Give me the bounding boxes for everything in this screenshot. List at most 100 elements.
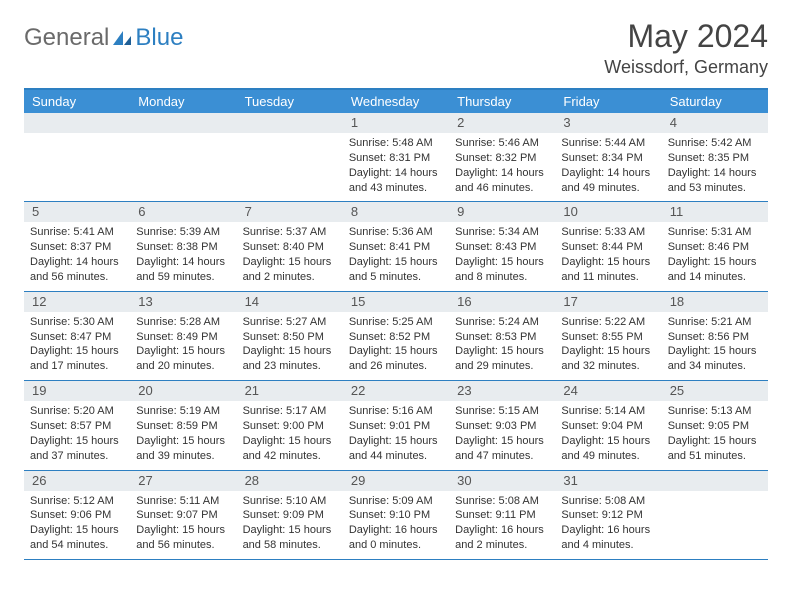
day-details: Sunrise: 5:20 AMSunset: 8:57 PMDaylight:…	[24, 401, 130, 469]
daylight-text: Daylight: 15 hours and 39 minutes.	[136, 434, 230, 464]
day-number: 10	[555, 202, 661, 222]
day-number: 26	[24, 471, 130, 491]
day-number: 18	[662, 292, 768, 312]
daylight-text: Daylight: 15 hours and 2 minutes.	[243, 255, 337, 285]
day-number	[662, 471, 768, 491]
logo-text-general: General	[24, 24, 109, 52]
col-thursday: Thursday	[449, 90, 555, 113]
daylight-text: Daylight: 15 hours and 26 minutes.	[349, 344, 443, 374]
col-saturday: Saturday	[662, 90, 768, 113]
day-details: Sunrise: 5:10 AMSunset: 9:09 PMDaylight:…	[237, 491, 343, 559]
col-sunday: Sunday	[24, 90, 130, 113]
day-details: Sunrise: 5:37 AMSunset: 8:40 PMDaylight:…	[237, 222, 343, 290]
day-details	[130, 133, 236, 142]
daylight-text: Daylight: 15 hours and 11 minutes.	[561, 255, 655, 285]
day-number: 30	[449, 471, 555, 491]
calendar-page: General Blue May 2024 Weissdorf, Germany…	[0, 0, 792, 578]
day-details	[237, 133, 343, 142]
day-details: Sunrise: 5:33 AMSunset: 8:44 PMDaylight:…	[555, 222, 661, 290]
sunrise-text: Sunrise: 5:16 AM	[349, 404, 443, 419]
day-number: 23	[449, 381, 555, 401]
day-details: Sunrise: 5:42 AMSunset: 8:35 PMDaylight:…	[662, 133, 768, 201]
sunrise-text: Sunrise: 5:15 AM	[455, 404, 549, 419]
day-details: Sunrise: 5:28 AMSunset: 8:49 PMDaylight:…	[130, 312, 236, 380]
daylight-text: Daylight: 16 hours and 4 minutes.	[561, 523, 655, 553]
sunset-text: Sunset: 9:03 PM	[455, 419, 549, 434]
sunrise-text: Sunrise: 5:09 AM	[349, 494, 443, 509]
sunrise-text: Sunrise: 5:17 AM	[243, 404, 337, 419]
day-details: Sunrise: 5:27 AMSunset: 8:50 PMDaylight:…	[237, 312, 343, 380]
sunset-text: Sunset: 8:47 PM	[30, 330, 124, 345]
calendar-body: 1Sunrise: 5:48 AMSunset: 8:31 PMDaylight…	[24, 113, 768, 560]
sunrise-text: Sunrise: 5:41 AM	[30, 225, 124, 240]
day-details: Sunrise: 5:48 AMSunset: 8:31 PMDaylight:…	[343, 133, 449, 201]
logo-text-blue: Blue	[135, 24, 183, 52]
sunrise-text: Sunrise: 5:13 AM	[668, 404, 762, 419]
sunset-text: Sunset: 8:49 PM	[136, 330, 230, 345]
sunrise-text: Sunrise: 5:22 AM	[561, 315, 655, 330]
title-location: Weissdorf, Germany	[604, 57, 768, 78]
daylight-text: Daylight: 14 hours and 56 minutes.	[30, 255, 124, 285]
sunset-text: Sunset: 9:01 PM	[349, 419, 443, 434]
daylight-text: Daylight: 15 hours and 44 minutes.	[349, 434, 443, 464]
day-number: 28	[237, 471, 343, 491]
calendar-cell: 10Sunrise: 5:33 AMSunset: 8:44 PMDayligh…	[555, 202, 661, 290]
calendar-cell	[237, 113, 343, 201]
daylight-text: Daylight: 15 hours and 54 minutes.	[30, 523, 124, 553]
sunset-text: Sunset: 9:06 PM	[30, 508, 124, 523]
daylight-text: Daylight: 16 hours and 0 minutes.	[349, 523, 443, 553]
sunset-text: Sunset: 9:07 PM	[136, 508, 230, 523]
calendar-cell	[24, 113, 130, 201]
sunset-text: Sunset: 8:35 PM	[668, 151, 762, 166]
calendar-cell: 7Sunrise: 5:37 AMSunset: 8:40 PMDaylight…	[237, 202, 343, 290]
day-number: 12	[24, 292, 130, 312]
sunrise-text: Sunrise: 5:19 AM	[136, 404, 230, 419]
day-number: 9	[449, 202, 555, 222]
day-number: 11	[662, 202, 768, 222]
day-details: Sunrise: 5:34 AMSunset: 8:43 PMDaylight:…	[449, 222, 555, 290]
day-details: Sunrise: 5:08 AMSunset: 9:11 PMDaylight:…	[449, 491, 555, 559]
day-number: 1	[343, 113, 449, 133]
sunrise-text: Sunrise: 5:27 AM	[243, 315, 337, 330]
calendar-cell: 21Sunrise: 5:17 AMSunset: 9:00 PMDayligh…	[237, 381, 343, 469]
sunset-text: Sunset: 8:53 PM	[455, 330, 549, 345]
sunset-text: Sunset: 8:31 PM	[349, 151, 443, 166]
day-details: Sunrise: 5:24 AMSunset: 8:53 PMDaylight:…	[449, 312, 555, 380]
sunrise-text: Sunrise: 5:39 AM	[136, 225, 230, 240]
daylight-text: Daylight: 15 hours and 56 minutes.	[136, 523, 230, 553]
calendar-cell: 29Sunrise: 5:09 AMSunset: 9:10 PMDayligh…	[343, 471, 449, 559]
day-number: 8	[343, 202, 449, 222]
calendar-row: 26Sunrise: 5:12 AMSunset: 9:06 PMDayligh…	[24, 471, 768, 560]
calendar-cell	[130, 113, 236, 201]
daylight-text: Daylight: 15 hours and 34 minutes.	[668, 344, 762, 374]
sunrise-text: Sunrise: 5:30 AM	[30, 315, 124, 330]
sunset-text: Sunset: 9:11 PM	[455, 508, 549, 523]
sunrise-text: Sunrise: 5:14 AM	[561, 404, 655, 419]
sunset-text: Sunset: 9:00 PM	[243, 419, 337, 434]
day-number: 16	[449, 292, 555, 312]
col-wednesday: Wednesday	[343, 90, 449, 113]
sunrise-text: Sunrise: 5:25 AM	[349, 315, 443, 330]
sunset-text: Sunset: 9:12 PM	[561, 508, 655, 523]
day-number	[237, 113, 343, 133]
calendar-cell: 14Sunrise: 5:27 AMSunset: 8:50 PMDayligh…	[237, 292, 343, 380]
daylight-text: Daylight: 14 hours and 53 minutes.	[668, 166, 762, 196]
day-details: Sunrise: 5:14 AMSunset: 9:04 PMDaylight:…	[555, 401, 661, 469]
sunrise-text: Sunrise: 5:20 AM	[30, 404, 124, 419]
sunset-text: Sunset: 8:34 PM	[561, 151, 655, 166]
calendar-cell: 20Sunrise: 5:19 AMSunset: 8:59 PMDayligh…	[130, 381, 236, 469]
day-details: Sunrise: 5:13 AMSunset: 9:05 PMDaylight:…	[662, 401, 768, 469]
day-details: Sunrise: 5:19 AMSunset: 8:59 PMDaylight:…	[130, 401, 236, 469]
sunrise-text: Sunrise: 5:44 AM	[561, 136, 655, 151]
calendar-cell: 31Sunrise: 5:08 AMSunset: 9:12 PMDayligh…	[555, 471, 661, 559]
day-number	[130, 113, 236, 133]
day-details: Sunrise: 5:41 AMSunset: 8:37 PMDaylight:…	[24, 222, 130, 290]
sunset-text: Sunset: 9:04 PM	[561, 419, 655, 434]
title-block: May 2024 Weissdorf, Germany	[604, 18, 768, 78]
logo-sail-icon	[111, 29, 133, 47]
sunset-text: Sunset: 8:43 PM	[455, 240, 549, 255]
day-number: 15	[343, 292, 449, 312]
sunset-text: Sunset: 8:46 PM	[668, 240, 762, 255]
day-details	[24, 133, 130, 142]
daylight-text: Daylight: 14 hours and 59 minutes.	[136, 255, 230, 285]
